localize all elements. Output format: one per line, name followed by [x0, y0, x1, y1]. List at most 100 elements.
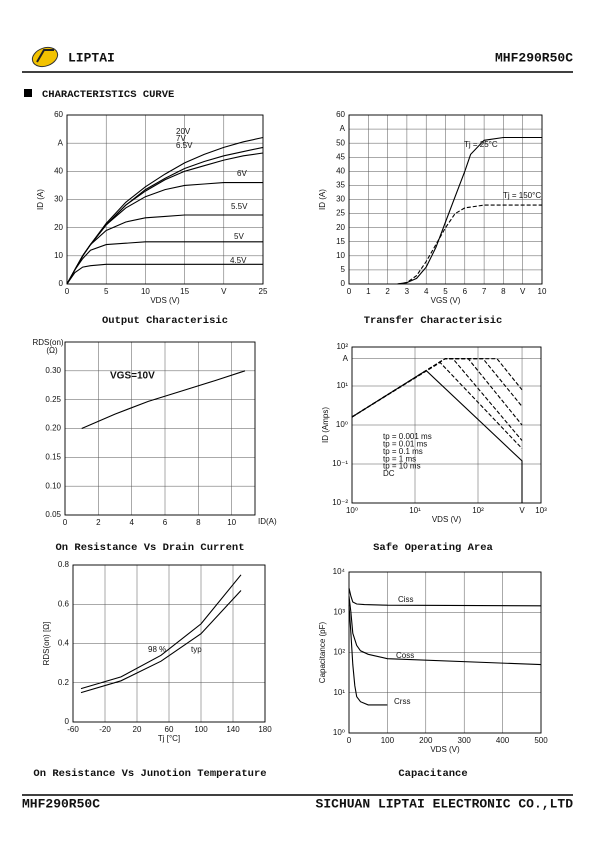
plot-frame	[348, 114, 543, 285]
x-tick-label: 3	[405, 287, 410, 296]
brand: LIPTAI	[68, 50, 115, 65]
y-axis-label: RDS(on) [Ω]	[42, 622, 51, 666]
y-tick-label: 30	[54, 195, 63, 204]
x-axis-label: VDS (V)	[430, 745, 460, 754]
y-tick-label: 45	[336, 152, 345, 161]
y-tick-label: 0.30	[45, 366, 61, 375]
x-tick-label: V	[520, 287, 526, 296]
y-tick-label: 25	[336, 209, 345, 218]
curve	[351, 358, 523, 418]
x-tick-label: -60	[67, 725, 79, 734]
footer-part: MHF290R50C	[22, 796, 100, 811]
y-tick-label: 0.15	[45, 452, 61, 461]
x-axis-label: VDS (V)	[432, 515, 462, 524]
chart: 0 100 200 300 400 500 10⁰ 10¹ 10² 10³ 10⁴ VDS (V) Ca…	[318, 567, 548, 780]
y-tick-label: 50	[336, 138, 345, 147]
x-tick-label: 140	[226, 725, 240, 734]
plot-frame	[72, 564, 266, 723]
y-axis-label: ID (Amps)	[321, 407, 330, 443]
x-tick-label: 400	[496, 736, 510, 745]
annotation: VGS=10V	[110, 371, 155, 382]
plot-frame	[348, 571, 542, 734]
y-tick-label: A	[343, 354, 349, 363]
curve	[66, 263, 263, 285]
y-tick-label: 35	[336, 181, 345, 190]
chart: -60 -20 20 60 100 140 180 0 0.2 0.4 0.6 0.8 Tj [°C] R…	[33, 560, 272, 780]
x-tick-label: 2	[385, 287, 390, 296]
x-tick-label: 500	[534, 736, 548, 745]
x-tick-label: V	[519, 506, 525, 515]
y-axis-unit: (Ω)	[46, 346, 58, 355]
y-tick-label: 20	[336, 223, 345, 232]
x-tick-label: 100	[381, 736, 395, 745]
x-tick-label: 20	[133, 725, 142, 734]
part-number: MHF290R50C	[495, 50, 573, 65]
curve-label: typ	[191, 645, 202, 654]
curve-label: Crss	[394, 697, 410, 706]
x-tick-label: -20	[99, 725, 111, 734]
x-tick-label: 8	[196, 518, 201, 527]
y-tick-label: 10⁴	[333, 567, 346, 576]
y-tick-label: 10	[54, 251, 63, 260]
curve	[80, 590, 242, 694]
legend-entry: tp = 1 ms	[383, 454, 416, 463]
y-tick-label: 20	[54, 223, 63, 232]
x-tick-label: 10	[538, 287, 547, 296]
legend-entry: DC	[383, 469, 395, 478]
x-tick-label: 7	[482, 287, 487, 296]
y-axis-label: ID (A)	[318, 189, 327, 210]
y-tick-label: A	[58, 138, 64, 147]
curve	[348, 605, 388, 706]
x-tick-label: 25	[259, 287, 268, 296]
curve	[351, 361, 523, 449]
x-tick-label: 0	[347, 287, 352, 296]
curve-label: 7V	[176, 134, 186, 143]
y-tick-label: 60	[336, 110, 345, 119]
section-title: CHARACTERISTICS CURVE	[42, 89, 174, 101]
y-tick-label: 0.25	[45, 395, 61, 404]
curve	[351, 369, 523, 503]
y-tick-label: 5	[341, 265, 346, 274]
plot-frame	[64, 341, 256, 516]
x-tick-label: 4	[129, 518, 134, 527]
y-tick-label: 10⁻²	[332, 498, 348, 507]
y-tick-label: 0	[65, 717, 70, 726]
chart-caption: On Resistance Vs Junotion Temperature	[33, 768, 266, 780]
x-tick-label: V	[221, 287, 227, 296]
curve	[348, 587, 542, 607]
y-tick-label: 10⁰	[336, 420, 348, 429]
x-tick-label: 10	[227, 518, 236, 527]
y-tick-label: 10	[336, 251, 345, 260]
x-tick-label: 2	[96, 518, 101, 527]
legend-entry: tp = 10 ms	[383, 462, 421, 471]
x-tick-label: 10³	[535, 506, 547, 515]
curve-label: 4.5V	[230, 256, 247, 265]
x-tick-label: 10⁰	[346, 506, 358, 515]
x-tick-label: 0	[65, 287, 70, 296]
y-tick-label: 0.05	[45, 510, 61, 519]
y-tick-label: A	[340, 124, 346, 133]
chart-caption: Transfer Characterisic	[364, 315, 503, 327]
y-tick-label: 60	[54, 110, 63, 119]
chart-caption: On Resistance Vs Drain Current	[55, 542, 244, 554]
y-tick-label: 10³	[333, 607, 345, 616]
x-tick-label: 6	[463, 287, 468, 296]
curve	[351, 358, 523, 426]
curve	[351, 358, 523, 418]
x-tick-label: 8	[501, 287, 506, 296]
y-axis-label: ID (A)	[36, 189, 45, 210]
x-tick-label: 300	[458, 736, 472, 745]
y-tick-label: 0.6	[58, 599, 70, 608]
curve	[66, 214, 263, 285]
y-tick-label: 10⁻¹	[332, 459, 348, 468]
curve-label: Coss	[396, 651, 414, 660]
x-tick-label: 6	[163, 518, 168, 527]
legend-entry: tp = 0.001 ms	[383, 432, 432, 441]
plot-frame	[66, 114, 264, 285]
curve	[397, 136, 542, 285]
y-tick-label: 15	[336, 237, 345, 246]
x-tick-label: 10¹	[409, 506, 421, 515]
x-tick-label: 15	[180, 287, 189, 296]
